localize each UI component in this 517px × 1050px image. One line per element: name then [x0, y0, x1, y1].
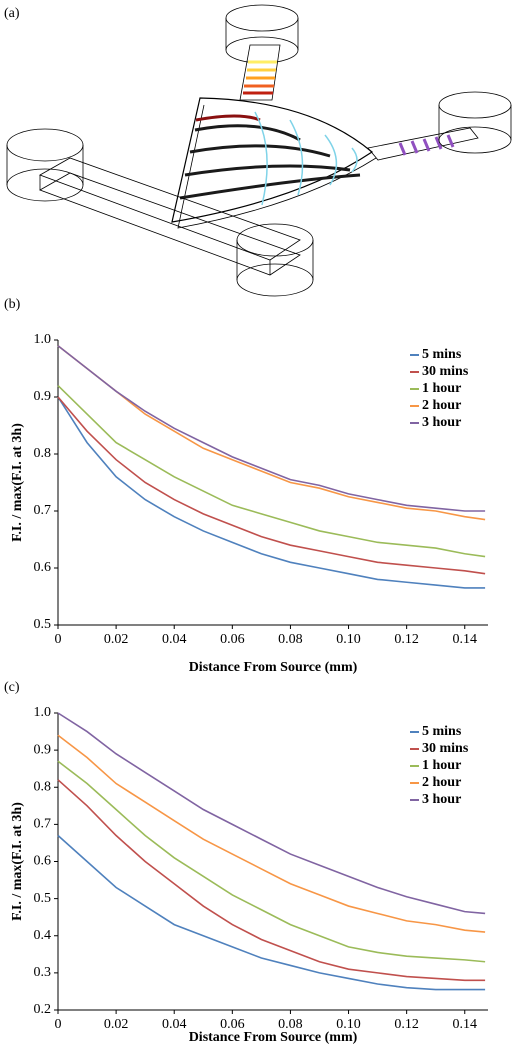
- y-tick-label: 0.6: [34, 854, 52, 869]
- y-axis-label: F.I. / max(F.I. at 3h): [10, 423, 25, 542]
- panel-label: (c): [4, 680, 20, 695]
- x-tick-label: 0.12: [394, 1017, 419, 1032]
- x-axis-label: Distance From Source (mm): [189, 660, 358, 675]
- y-tick-label: 0.2: [34, 1002, 52, 1017]
- y-tick-label: 0.9: [34, 389, 52, 404]
- data-line: [57, 779, 486, 982]
- data-line: [57, 396, 486, 575]
- y-axis-label: F.I. / max(F.I. at 3h): [10, 802, 25, 921]
- x-tick-label: 0: [55, 632, 62, 647]
- legend-label: 3 hour: [422, 792, 461, 807]
- x-tick-label: 0.06: [220, 632, 245, 647]
- legend-label: 5 mins: [422, 724, 462, 739]
- x-axis-label: Distance From Source (mm): [189, 1030, 358, 1045]
- y-tick-label: 0.8: [34, 779, 52, 794]
- y-tick-label: 0.4: [34, 928, 52, 943]
- x-tick-label: 0.10: [336, 632, 361, 647]
- x-tick-label: 0.08: [278, 632, 303, 647]
- data-line: [57, 345, 486, 521]
- legend-label: 5 mins: [422, 347, 462, 362]
- y-tick-label: 0.7: [34, 503, 52, 518]
- device-diagram: [6, 4, 512, 297]
- y-tick-label: 0.8: [34, 446, 52, 461]
- y-tick-label: 0.7: [34, 817, 52, 832]
- x-tick-label: 0.04: [162, 632, 187, 647]
- legend-label: 3 hour: [422, 415, 461, 430]
- y-tick-label: 0.5: [34, 617, 52, 632]
- x-tick-label: 0.12: [394, 632, 419, 647]
- data-line: [57, 345, 486, 512]
- x-tick-label: 0.02: [104, 1017, 129, 1032]
- panel-label: (a): [4, 6, 20, 21]
- y-tick-label: 0.9: [34, 742, 52, 757]
- x-tick-label: 0.04: [162, 1017, 187, 1032]
- x-tick-label: 0: [55, 1017, 62, 1032]
- legend-label: 1 hour: [422, 758, 461, 773]
- legend-label: 1 hour: [422, 381, 461, 396]
- x-tick-label: 0.02: [104, 632, 129, 647]
- data-line: [57, 760, 486, 963]
- x-tick-label: 0.06: [220, 1017, 245, 1032]
- y-tick-label: 0.3: [34, 965, 52, 980]
- data-line: [57, 834, 486, 991]
- legend-label: 30 mins: [422, 741, 469, 756]
- y-tick-label: 1.0: [34, 332, 52, 347]
- legend-label: 2 hour: [422, 775, 461, 790]
- data-line: [57, 385, 486, 558]
- y-tick-label: 0.6: [34, 560, 52, 575]
- x-tick-label: 0.08: [278, 1017, 303, 1032]
- x-tick-label: 0.10: [336, 1017, 361, 1032]
- data-line: [57, 734, 486, 933]
- panel-label: (b): [4, 297, 21, 312]
- legend-label: 2 hour: [422, 398, 461, 413]
- x-tick-label: 0.14: [453, 1017, 478, 1032]
- y-tick-label: 0.5: [34, 891, 52, 906]
- y-tick-label: 1.0: [34, 705, 52, 720]
- data-line: [57, 712, 486, 915]
- x-tick-label: 0.14: [453, 632, 478, 647]
- legend-label: 30 mins: [422, 364, 469, 379]
- data-line: [57, 396, 486, 589]
